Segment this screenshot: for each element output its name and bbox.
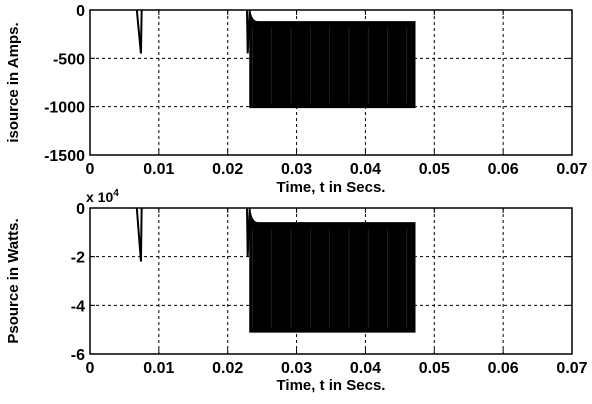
x-tick-label: 0 [86, 360, 95, 377]
x-tick-label: 0.05 [419, 161, 450, 178]
y-tick-label: -6 [71, 347, 85, 364]
x-tick-label: 0.06 [488, 161, 519, 178]
y-tick-label: 0 [76, 3, 85, 20]
y-tick-label: -4 [71, 298, 85, 315]
x-tick-label: 0.04 [350, 360, 381, 377]
x-tick-label: 0.07 [556, 161, 587, 178]
chart-1: 0 0.01 0.02 0.03 0.04 0.05 0.06 0.07 -1500 -1000 -… [5, 3, 588, 196]
x-tick-label: 0.03 [281, 360, 312, 377]
x-tick-label: 0 [86, 161, 95, 178]
chart-2: 0 0.01 0.02 0.03 0.04 0.05 0.06 0.07 -6 -4 -2 0 Time… [5, 188, 588, 394]
x-axis-label: Time, t in Secs. [277, 179, 386, 196]
x-tick-label: 0.04 [350, 161, 381, 178]
x-tick-label: 0.05 [419, 360, 450, 377]
x-tick-label: 0.01 [143, 360, 174, 377]
x-tick-label: 0.02 [212, 161, 243, 178]
y-tick-label: -1000 [44, 100, 85, 117]
x-tick-label: 0.01 [143, 161, 174, 178]
axes-box [89, 9, 573, 156]
y-exponent-label: x 104 [86, 188, 119, 205]
series-1 [135, 9, 416, 109]
x-tick-label: 0.07 [556, 360, 587, 377]
oscillation-band [249, 9, 416, 109]
y-tick-label: -1500 [44, 148, 85, 165]
x-tick-label: 0.06 [488, 360, 519, 377]
x-tick-label: 0.03 [281, 161, 312, 178]
spike-mark [135, 9, 143, 54]
spike-mark [245, 9, 251, 54]
axes-box [89, 207, 573, 355]
spike-mark [135, 207, 143, 262]
x-axis-label: Time, t in Secs. [277, 377, 386, 394]
y-tick-label: -500 [53, 51, 85, 68]
y-axis-label: isource in Amps. [5, 22, 22, 142]
x-tick-label: 0.02 [212, 360, 243, 377]
y-axis-label: Psource in Watts. [5, 218, 22, 343]
oscillation-band [249, 207, 416, 333]
spike-mark [245, 207, 251, 257]
series-1 [135, 207, 416, 333]
y-tick-label: 0 [76, 201, 85, 218]
y-tick-label: -2 [71, 250, 85, 267]
